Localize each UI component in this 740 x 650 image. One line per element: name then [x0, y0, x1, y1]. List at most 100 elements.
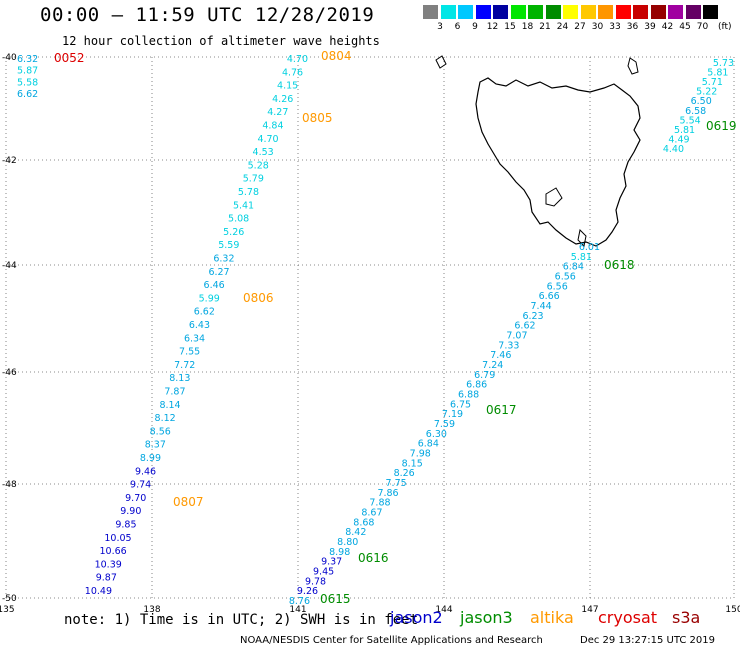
color-swatch	[685, 5, 701, 19]
swh-value-label: 6.75	[450, 399, 471, 410]
swh-value-label: 5.81	[571, 252, 592, 263]
pass-time-label: 0615	[320, 592, 351, 606]
tasmania-coastline	[475, 77, 641, 247]
lat-tick-label: -44	[2, 261, 17, 271]
swh-value-label: 8.99	[140, 453, 161, 464]
satellite-label-altika: altika	[530, 608, 574, 627]
lon-tick-label: 150	[725, 605, 740, 615]
swh-value-label: 7.19	[442, 409, 463, 420]
color-swatch	[545, 5, 561, 19]
swh-value-label: 5.41	[233, 200, 254, 211]
swh-value-label: 5.28	[248, 160, 269, 171]
satellite-label-jason2: jason2	[390, 608, 443, 627]
island-bruny	[577, 228, 587, 248]
swh-value-label: 8.37	[145, 440, 166, 451]
swh-value-label: 10.05	[104, 533, 131, 544]
swh-value-label: 9.26	[297, 586, 318, 597]
lat-tick-label: -50	[2, 594, 17, 604]
color-scale-label: 30	[591, 22, 604, 32]
swh-value-label: 7.88	[369, 498, 390, 509]
color-swatch	[458, 5, 473, 19]
color-swatch	[475, 5, 491, 19]
color-scale-label: 27	[574, 22, 586, 32]
color-scale-label: 36	[626, 22, 639, 32]
color-swatch	[633, 5, 648, 19]
swh-value-label: 5.79	[243, 174, 264, 185]
lon-tick-label: 141	[289, 605, 306, 615]
swh-value-label: 8.76	[289, 596, 310, 607]
color-swatch	[510, 5, 526, 19]
swh-value-label: 6.84	[563, 262, 584, 273]
swh-value-label: 9.85	[115, 520, 136, 531]
color-swatch	[580, 5, 596, 19]
swh-value-label: 7.24	[482, 360, 503, 371]
color-swatch	[423, 5, 438, 19]
swh-value-label: 9.70	[125, 493, 146, 504]
swh-value-label: 4.53	[253, 147, 274, 158]
satellite-label-cryosat: cryosat	[598, 608, 658, 627]
pass-time-label: 0805	[302, 111, 333, 125]
color-scale-label: 33	[609, 22, 621, 32]
color-scale-label: 12	[486, 22, 499, 32]
swh-value-label: 9.46	[135, 466, 156, 477]
color-scale-label: 21	[539, 22, 551, 32]
swh-value-label: 8.14	[159, 400, 180, 411]
pass-time-label: 0616	[358, 551, 389, 565]
satellite-label-jason3: jason3	[460, 608, 513, 627]
swh-value-label: 9.90	[120, 506, 141, 517]
lat-tick-label: -40	[2, 53, 17, 63]
island-flinders	[627, 57, 639, 75]
swh-value-label: 5.73	[713, 58, 734, 69]
swh-value-label: 6.62	[17, 89, 38, 100]
swh-value-label: 9.87	[96, 573, 117, 584]
swh-value-label: 6.58	[685, 106, 706, 117]
swh-value-label: 10.66	[99, 546, 126, 557]
swh-value-label: 8.56	[150, 426, 171, 437]
swh-value-label: 5.81	[707, 68, 728, 79]
color-scale-label: 18	[521, 22, 534, 32]
color-swatch	[493, 5, 508, 19]
color-scale-label: 45	[679, 22, 691, 32]
swh-value-label: 8.67	[361, 508, 382, 519]
swh-value-label: 5.87	[17, 66, 38, 77]
swh-value-label: 6.86	[466, 380, 487, 391]
color-scale-label: 24	[556, 22, 569, 32]
color-swatch	[615, 5, 631, 19]
color-scale-label: 6	[454, 22, 461, 32]
footnote: note: 1) Time is in UTC; 2) SWH is in fe…	[64, 612, 419, 628]
swh-value-label: 8.15	[402, 458, 423, 469]
color-swatch	[563, 5, 578, 19]
swh-value-label: 6.79	[474, 370, 495, 381]
swh-value-label: 6.46	[204, 280, 225, 291]
color-swatch	[598, 5, 613, 19]
swh-value-label: 8.12	[155, 413, 176, 424]
swh-value-label: 6.84	[418, 439, 439, 450]
swh-value-label: 9.74	[130, 480, 151, 491]
page-subtitle: 12 hour collection of altimeter wave hei…	[62, 34, 380, 48]
swh-value-label: 5.81	[674, 125, 695, 136]
track-west-topleft: 6.325.875.586.62 0052	[17, 51, 85, 100]
lon-tick-label: 147	[581, 605, 598, 615]
swh-value-label: 6.32	[213, 254, 234, 265]
swh-value-label: 6.30	[426, 429, 447, 440]
swh-value-label: 5.22	[696, 87, 717, 98]
color-scale-label: 3	[437, 22, 443, 32]
color-swatch	[528, 5, 543, 19]
swh-value-label: 6.66	[539, 291, 560, 302]
page-title: 00:00 – 11:59 UTC 12/28/2019	[40, 4, 375, 26]
lon-tick-label: 144	[435, 605, 452, 615]
lake-outline	[545, 187, 563, 207]
color-scale-label: 9	[472, 22, 478, 32]
generated-timestamp: Dec 29 13:27:15 UTC 2019	[580, 635, 715, 646]
swh-value-label: 5.99	[199, 293, 220, 304]
swh-value-label: 9.45	[313, 567, 334, 578]
swh-value-label: 7.59	[434, 419, 455, 430]
swh-value-label: 7.75	[386, 478, 407, 489]
color-scale-label: 15	[504, 22, 516, 32]
swh-value-label: 5.71	[702, 77, 723, 88]
swh-value-label: 4.27	[267, 107, 288, 118]
lat-tick-label: -48	[2, 480, 17, 490]
swh-value-label: 7.98	[410, 449, 431, 460]
swh-value-label: 4.70	[287, 54, 308, 65]
